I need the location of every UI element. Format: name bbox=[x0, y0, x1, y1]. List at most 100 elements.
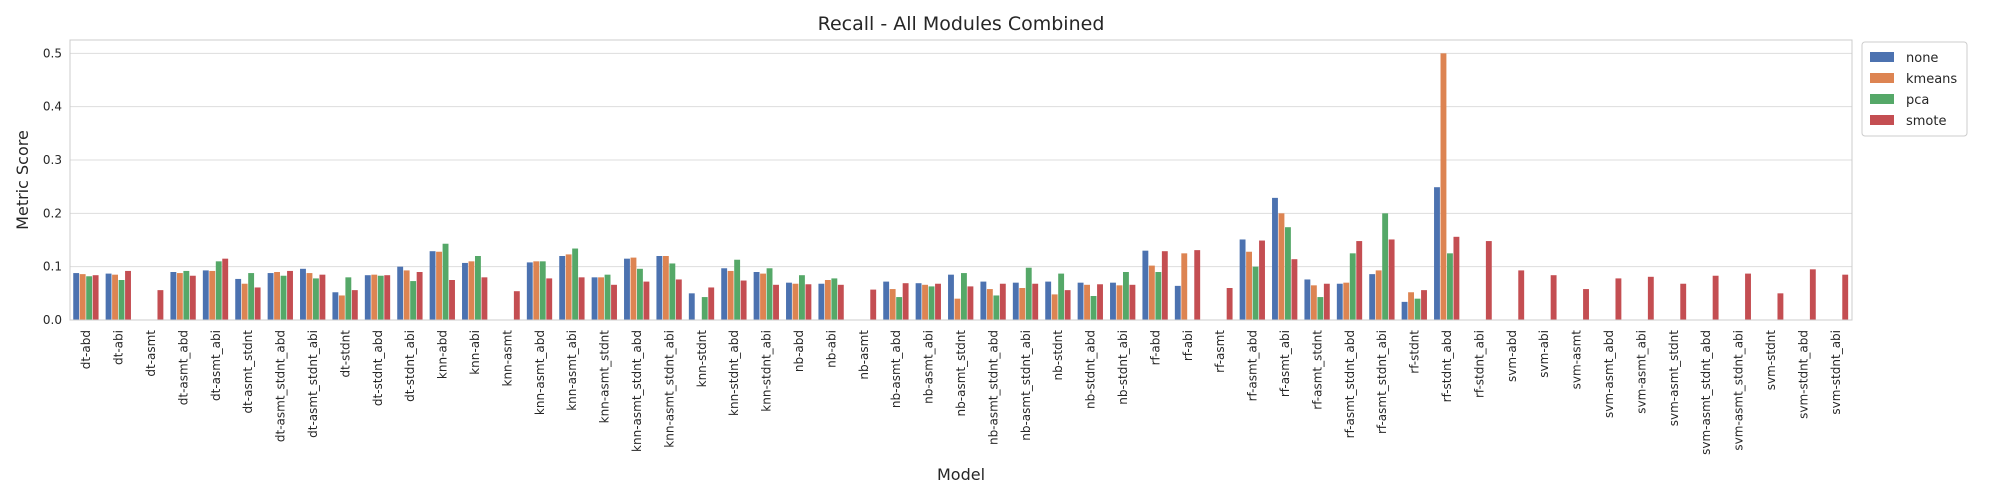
bar-pca-dt-abi bbox=[118, 280, 125, 320]
y-ticks: 0.0 0.1 0.2 0.3 0.4 0.5 bbox=[43, 46, 62, 327]
bar-pca-knn-asmt_stdnt_abi bbox=[669, 263, 676, 320]
bar-none-knn-asmt_abd bbox=[526, 262, 533, 320]
bar-pca-nb-asmt_abd bbox=[896, 297, 903, 320]
bar-kmeans-dt-abi bbox=[112, 274, 118, 320]
x-tick-label: dt-asmt bbox=[144, 330, 158, 377]
bar-smote-svm-stdnt_abd bbox=[1809, 269, 1816, 320]
bar-kmeans-dt-asmt_stdnt bbox=[241, 283, 248, 320]
bar-pca-rf-asmt_stdnt_abd bbox=[1349, 253, 1356, 320]
bar-smote-rf-asmt_stdnt bbox=[1323, 283, 1330, 320]
x-tick-label: knn-stdnt_abd bbox=[727, 330, 741, 416]
bar-smote-rf-abd bbox=[1161, 251, 1168, 320]
bar-smote-rf-stdnt_abd bbox=[1453, 236, 1460, 320]
bar-none-rf-asmt_abi bbox=[1272, 197, 1278, 320]
bar-smote-svm-asmt_abi bbox=[1647, 276, 1654, 320]
bar-none-nb-abd bbox=[786, 282, 792, 320]
y-tick-label: 0.3 bbox=[43, 153, 62, 167]
bar-none-dt-abi bbox=[105, 273, 112, 320]
x-tick-label: rf-abd bbox=[1148, 330, 1162, 365]
x-tick-label: dt-asmt_stdnt bbox=[241, 330, 255, 414]
bar-smote-knn-stdnt_abi bbox=[773, 284, 779, 320]
legend-label-none: none bbox=[1906, 51, 1938, 66]
bar-kmeans-rf-stdnt bbox=[1408, 292, 1414, 320]
x-tick-label: rf-asmt_abd bbox=[1246, 330, 1260, 401]
x-tick-label: dt-abd bbox=[79, 330, 93, 369]
bar-pca-nb-asmt_stdnt bbox=[961, 273, 967, 320]
y-tick-label: 0.1 bbox=[43, 260, 62, 274]
bar-none-dt-stdnt bbox=[332, 292, 339, 320]
x-tick-label: rf-stdnt_abi bbox=[1472, 330, 1486, 398]
x-tick-label: knn-asmt_stdnt bbox=[598, 330, 612, 424]
bar-smote-svm-asmt_stdnt_abi bbox=[1745, 273, 1751, 320]
bar-none-knn-asmt_stdnt_abi bbox=[656, 256, 663, 320]
bar-kmeans-nb-asmt_stdnt_abd bbox=[986, 289, 993, 320]
bar-smote-dt-asmt_stdnt_abd bbox=[287, 270, 293, 320]
bar-smote-knn-asmt bbox=[513, 291, 520, 320]
bar-smote-svm-asmt_stdnt_abd bbox=[1712, 275, 1719, 320]
bar-pca-nb-abi bbox=[831, 278, 838, 320]
bar-smote-nb-stdnt_abi bbox=[1129, 284, 1136, 320]
bar-kmeans-knn-stdnt_abi bbox=[760, 273, 766, 320]
bar-smote-dt-abi bbox=[125, 270, 131, 320]
bar-none-rf-asmt_stdnt_abi bbox=[1369, 274, 1376, 320]
y-axis-label: Metric Score bbox=[13, 130, 32, 230]
bar-none-knn-stdnt_abd bbox=[721, 268, 728, 320]
bar-kmeans-knn-asmt_abd bbox=[533, 261, 540, 320]
bar-none-dt-asmt_abi bbox=[202, 270, 209, 320]
x-tick-label: svm-asmt_stdnt_abi bbox=[1732, 330, 1746, 451]
bar-pca-knn-asmt_abi bbox=[572, 248, 579, 320]
x-tick-label: knn-abd bbox=[436, 330, 450, 379]
bar-smote-dt-asmt_abd bbox=[189, 275, 196, 320]
x-tick-label: rf-asmt_stdnt_abi bbox=[1375, 330, 1389, 434]
bar-kmeans-rf-abi bbox=[1181, 253, 1188, 320]
bar-smote-rf-stdnt bbox=[1421, 290, 1427, 320]
bar-pca-nb-asmt_stdnt_abd bbox=[993, 295, 1000, 320]
bar-smote-knn-asmt_abd bbox=[546, 278, 553, 320]
legend-box bbox=[1861, 41, 1968, 137]
bar-smote-nb-asmt bbox=[870, 289, 877, 320]
bar-pca-dt-asmt_stdnt bbox=[248, 273, 255, 320]
bar-pca-dt-stdnt_abd bbox=[377, 275, 384, 320]
bar-smote-rf-asmt_abi bbox=[1291, 259, 1298, 320]
bar-pca-rf-stdnt bbox=[1414, 298, 1421, 320]
bar-kmeans-knn-asmt_stdnt_abi bbox=[662, 256, 669, 320]
bar-none-rf-abi bbox=[1174, 285, 1181, 320]
bar-pca-knn-abd bbox=[442, 243, 449, 320]
x-tick-label: svm-asmt_abd bbox=[1602, 330, 1616, 418]
bar-kmeans-knn-asmt_abi bbox=[565, 254, 572, 320]
bar-pca-rf-abd bbox=[1155, 272, 1162, 320]
bar-smote-rf-asmt_abd bbox=[1259, 240, 1265, 320]
bar-kmeans-nb-stdnt_abd bbox=[1084, 284, 1090, 320]
bar-pca-nb-stdnt_abd bbox=[1090, 296, 1097, 320]
y-tick-label: 0.0 bbox=[43, 313, 62, 327]
bar-kmeans-rf-asmt_stdnt_abd bbox=[1343, 282, 1350, 320]
bar-smote-dt-asmt bbox=[157, 290, 164, 320]
bar-pca-knn-asmt_abd bbox=[539, 261, 546, 320]
x-tick-label: nb-abi bbox=[824, 330, 838, 368]
bars bbox=[73, 53, 1849, 320]
x-tick-label: rf-asmt_stdnt bbox=[1310, 330, 1324, 410]
x-tick-label: dt-stdnt_abd bbox=[371, 330, 385, 406]
bar-kmeans-knn-stdnt_abd bbox=[727, 270, 734, 320]
bar-kmeans-knn-abi bbox=[468, 261, 475, 320]
bar-kmeans-knn-asmt_stdnt_abd bbox=[630, 257, 637, 320]
x-axis-label: Model bbox=[937, 465, 985, 484]
x-tick-label: nb-asmt_abd bbox=[889, 330, 903, 408]
bar-none-rf-abd bbox=[1142, 250, 1149, 320]
x-tick-label: svm-stdnt_abd bbox=[1796, 330, 1810, 419]
bar-kmeans-nb-stdnt bbox=[1051, 294, 1058, 320]
bar-smote-knn-abd bbox=[449, 280, 455, 320]
bar-smote-dt-abd bbox=[92, 275, 99, 320]
bar-smote-svm-asmt_abd bbox=[1615, 278, 1622, 320]
bar-none-knn-stdnt bbox=[688, 293, 695, 320]
x-tick-label: knn-asmt_stdnt_abd bbox=[630, 330, 644, 452]
legend: none kmeans pca smote bbox=[1861, 41, 1968, 137]
bar-pca-dt-asmt_abi bbox=[215, 261, 222, 320]
x-tick-label: knn-asmt bbox=[500, 330, 514, 387]
bar-smote-svm-stdnt bbox=[1777, 293, 1784, 320]
bar-none-rf-asmt_stdnt_abd bbox=[1336, 283, 1343, 320]
bar-pca-nb-stdnt bbox=[1058, 273, 1065, 320]
x-tick-label: knn-stdnt bbox=[695, 330, 709, 388]
bar-kmeans-dt-asmt_abi bbox=[209, 270, 216, 320]
x-tick-label: svm-asmt bbox=[1570, 330, 1584, 390]
